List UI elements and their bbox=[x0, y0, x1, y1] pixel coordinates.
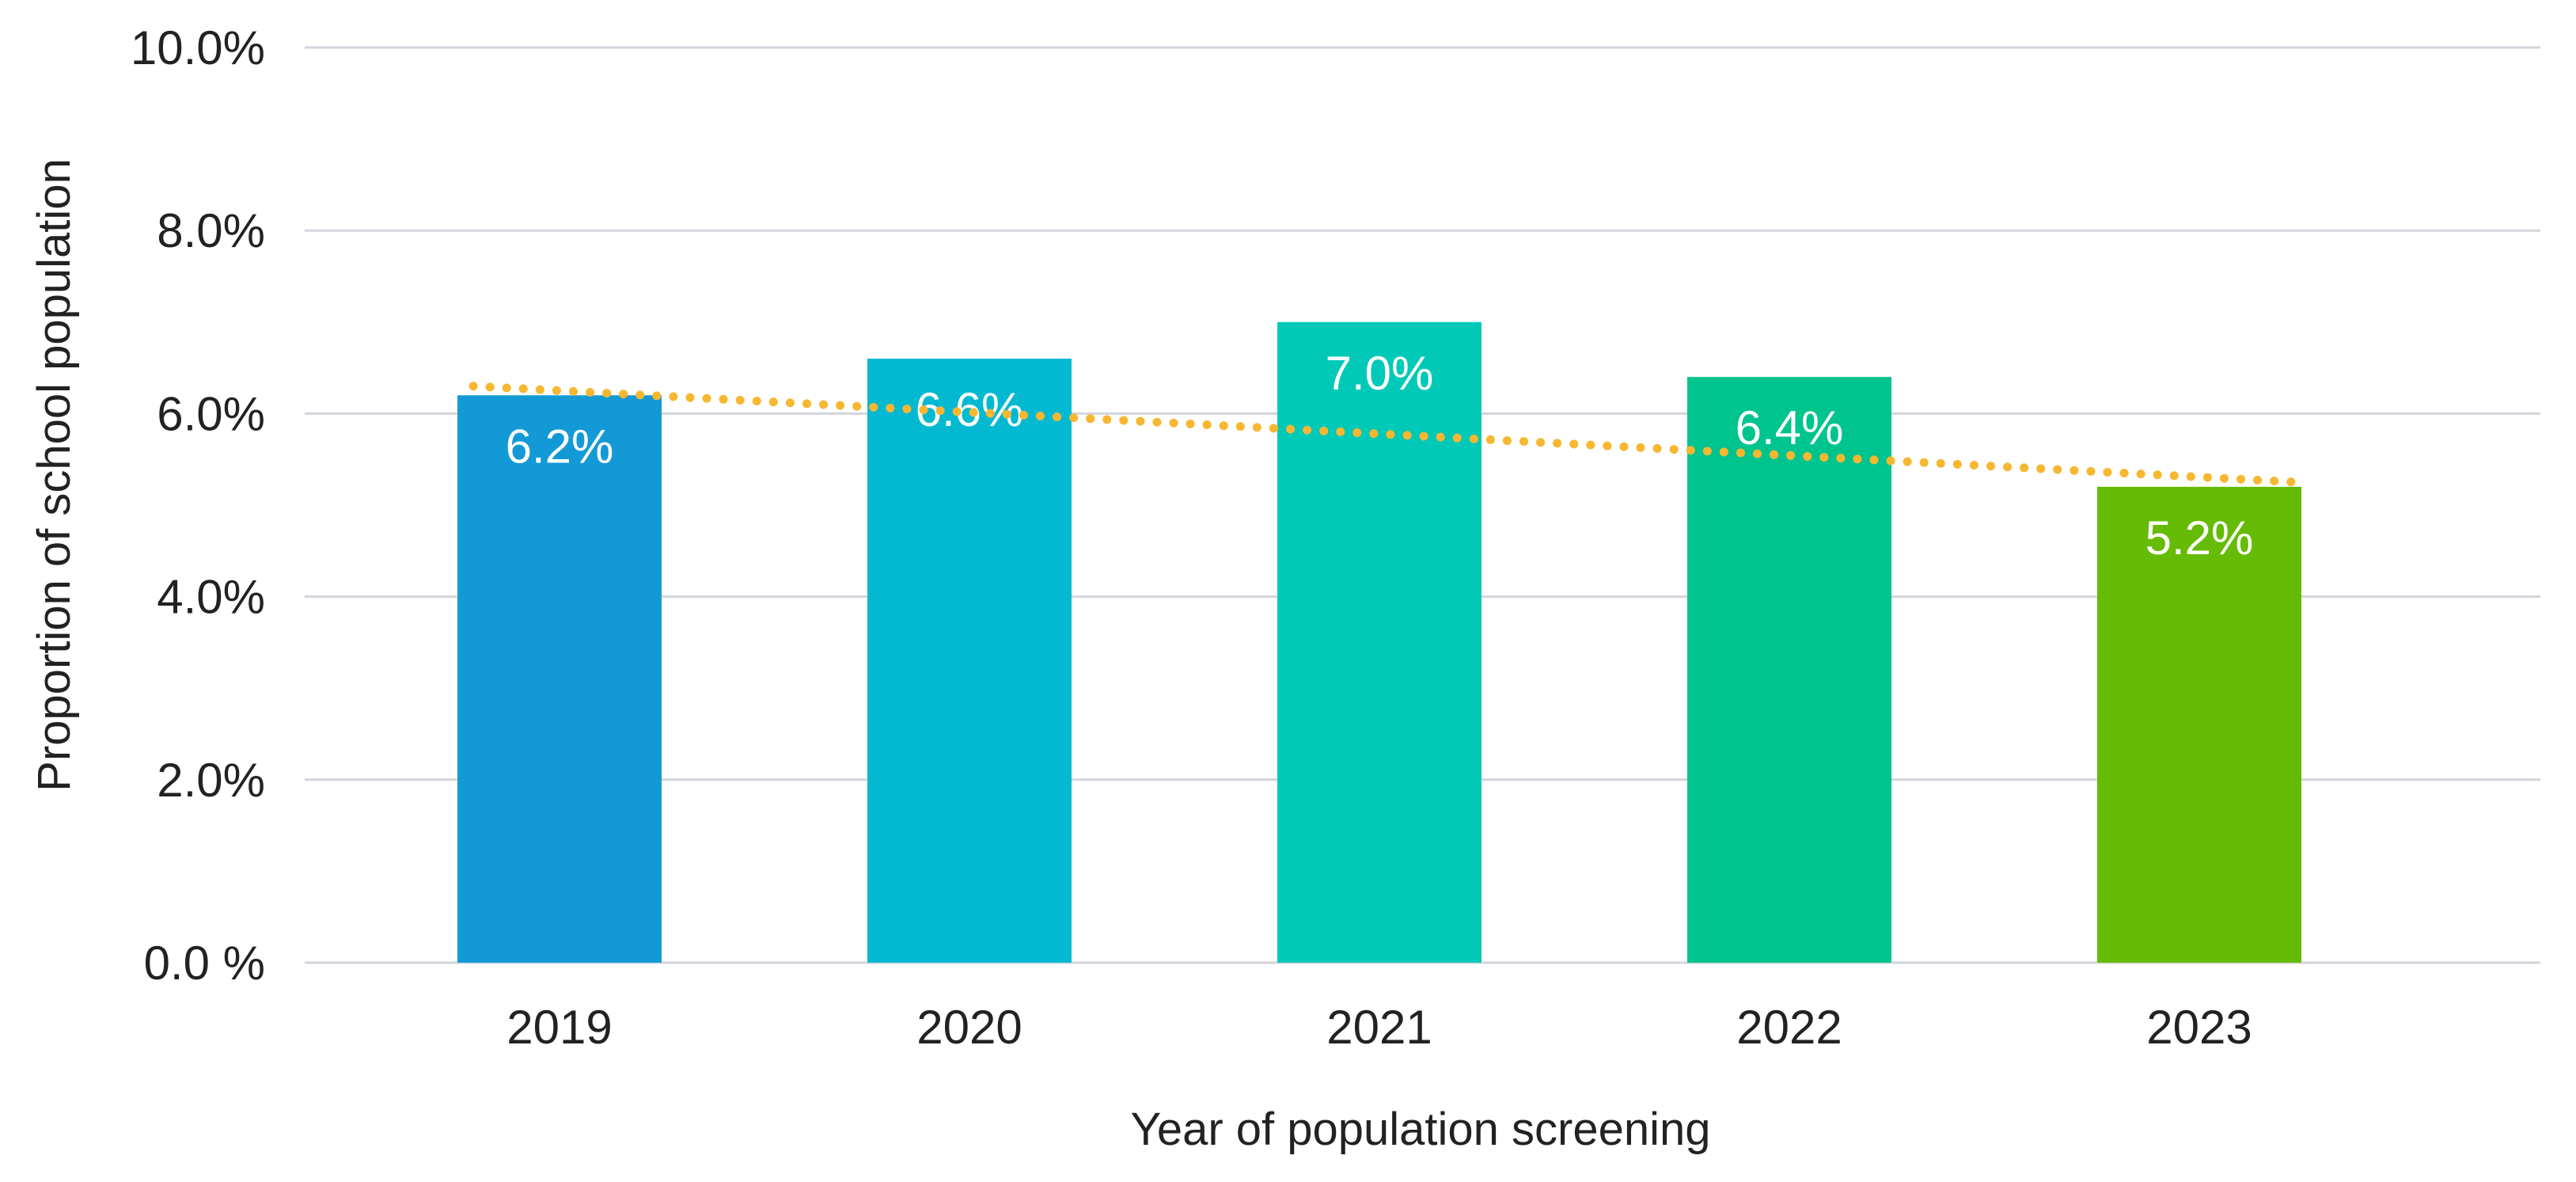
x-axis-ticks: 2019 2020 2021 2022 2023 bbox=[506, 1001, 2252, 1054]
bar bbox=[2097, 486, 2301, 963]
bar bbox=[1687, 377, 1891, 963]
data-label: 6.4% bbox=[1736, 401, 1844, 454]
y-tick-label: 2.0% bbox=[157, 754, 265, 807]
y-tick-label: 10.0% bbox=[131, 21, 265, 74]
data-label: 7.0% bbox=[1326, 347, 1434, 400]
data-labels: 6.2% 6.6% 7.0% 6.4% 5.2% bbox=[506, 347, 2254, 564]
bar bbox=[457, 395, 662, 963]
bar bbox=[1277, 321, 1481, 963]
bar bbox=[867, 359, 1072, 963]
x-tick-label: 2022 bbox=[1736, 1001, 1842, 1054]
x-tick-label: 2023 bbox=[2146, 1001, 2252, 1054]
y-tick-label: 4.0% bbox=[157, 571, 265, 624]
data-label: 5.2% bbox=[2145, 511, 2254, 564]
y-tick-label: 6.0% bbox=[157, 387, 265, 440]
bars bbox=[457, 321, 2301, 963]
data-label: 6.2% bbox=[506, 420, 614, 473]
x-tick-label: 2020 bbox=[916, 1001, 1022, 1054]
y-tick-label: 8.0% bbox=[157, 204, 265, 257]
y-axis-title: Proportion of school population bbox=[28, 158, 80, 792]
trendline-layer bbox=[469, 382, 2302, 487]
y-tick-label: 0.0 % bbox=[144, 937, 265, 990]
x-tick-label: 2021 bbox=[1326, 1001, 1432, 1054]
x-tick-label: 2019 bbox=[506, 1001, 612, 1054]
trendline bbox=[469, 382, 2302, 487]
data-label: 6.6% bbox=[916, 383, 1024, 436]
y-axis-ticks: 0.0 % 2.0% 4.0% 6.0% 8.0% 10.0% bbox=[131, 21, 265, 990]
x-axis-title: Year of population screening bbox=[1130, 1104, 1710, 1155]
